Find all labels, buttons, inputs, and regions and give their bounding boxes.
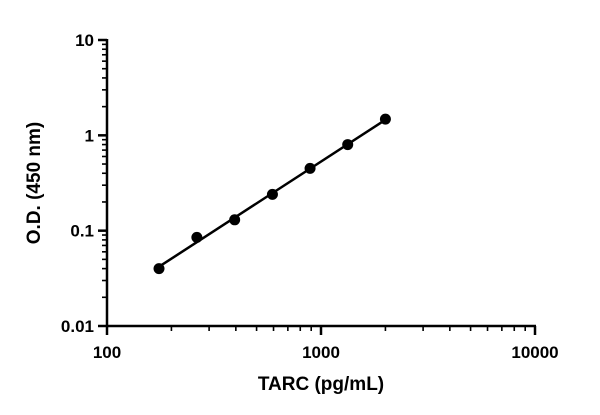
y-axis-title: O.D. (450 nm): [24, 122, 45, 244]
x-tick-label: 1000: [302, 343, 340, 362]
y-tick-label: 1: [85, 126, 94, 145]
x-axis-title: TARC (pg/mL): [258, 374, 384, 395]
data-point: [304, 162, 316, 174]
data-point: [266, 188, 278, 200]
data-point: [379, 113, 391, 125]
x-tick-label: 10000: [511, 343, 558, 362]
data-point: [191, 231, 203, 243]
tick-labels: 10 1 0.1 0.01 100 1000 10000: [61, 31, 559, 362]
data-point: [229, 214, 241, 226]
x-tick-label: 100: [93, 343, 121, 362]
y-tick-label: 0.1: [70, 222, 94, 241]
axes: [105, 39, 536, 328]
data-points: [153, 113, 391, 275]
data-point: [342, 139, 354, 151]
y-tick-label: 0.01: [61, 317, 94, 336]
data-point: [153, 263, 165, 275]
y-tick-label: 10: [75, 31, 94, 50]
ticks: [98, 38, 537, 335]
